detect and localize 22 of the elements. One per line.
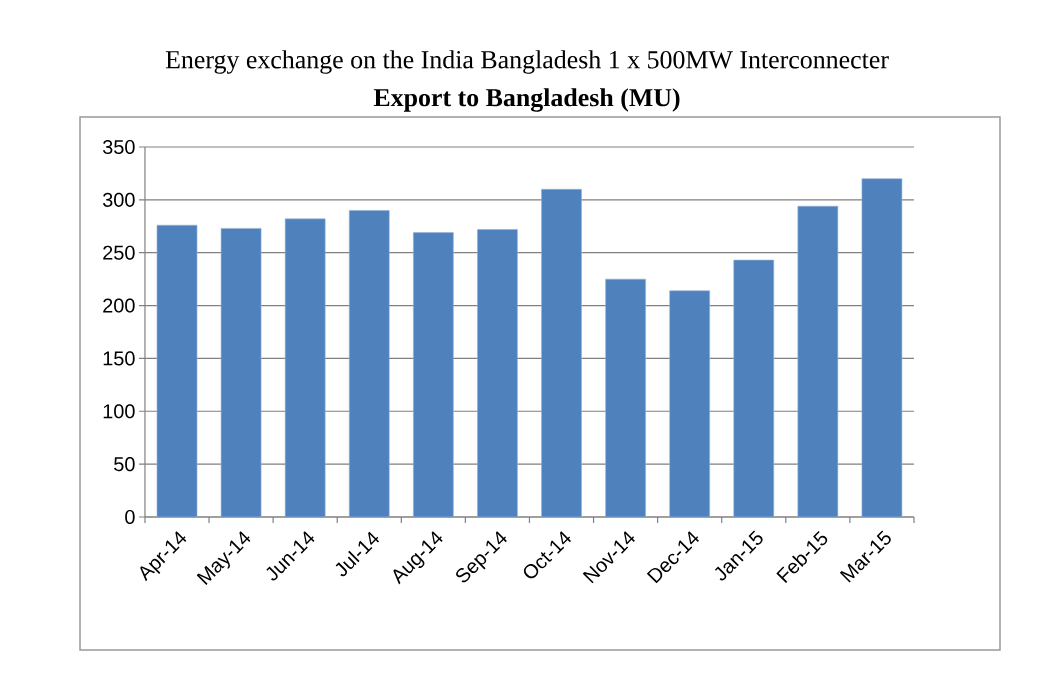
bar: [605, 278, 646, 518]
y-tick-label: 300: [102, 192, 135, 207]
y-tick-label: 100: [103, 404, 135, 419]
bar: [220, 228, 262, 518]
y-tick-label: 150: [103, 351, 135, 366]
bar: [669, 290, 710, 518]
bar: [413, 232, 454, 518]
bar: [348, 210, 390, 518]
y-tick-label: 200: [103, 298, 135, 313]
y-tick-label: 50: [114, 457, 135, 472]
y-tick-label: 250: [103, 245, 135, 260]
chart-subtitle: Export to Bangladesh (MU): [373, 88, 680, 112]
y-tick-label: 0: [125, 509, 135, 525]
bar: [733, 259, 775, 518]
bar: [797, 205, 839, 518]
chart-title: Energy exchange on the India Bangladesh 1 x 500MW Interconnecter: [165, 50, 889, 74]
bar: [284, 218, 326, 518]
bar: [477, 229, 518, 518]
y-tick-label: 350: [102, 139, 135, 155]
bar: [156, 224, 198, 518]
bar: [541, 188, 582, 518]
bar: [861, 178, 903, 518]
